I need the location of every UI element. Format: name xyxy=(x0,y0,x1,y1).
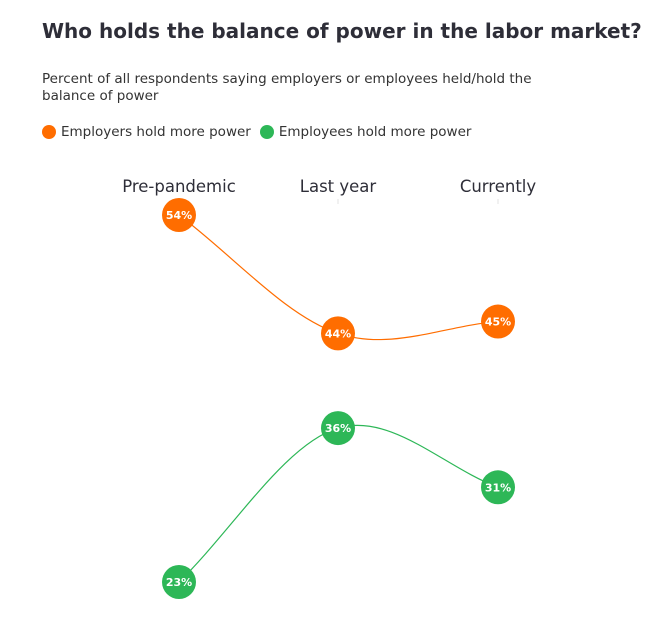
data-point-employers[interactable] xyxy=(481,304,515,339)
data-label-employees: 23% xyxy=(166,576,192,589)
legend-label-employees: Employees hold more power xyxy=(278,124,472,140)
series-points: 54% 44% 45% 23% 36% 31% xyxy=(162,198,515,599)
category-label: Pre-pandemic xyxy=(122,177,236,196)
category-label: Last year xyxy=(300,177,377,196)
legend-item-employees[interactable]: Employees hold more power xyxy=(259,124,472,140)
data-point-employees[interactable] xyxy=(481,470,515,505)
legend: Employers hold more power Employees hold… xyxy=(42,124,480,140)
data-label-employers: 54% xyxy=(166,209,192,222)
chart-title: Who holds the balance of power in the la… xyxy=(42,19,642,43)
series-lines xyxy=(178,214,499,583)
chart-subtitle: Percent of all respondents saying employ… xyxy=(42,71,532,104)
data-label-employees: 36% xyxy=(325,422,351,435)
data-label-employers: 45% xyxy=(485,316,511,329)
category-axis: Pre-pandemic Last year Currently xyxy=(122,177,536,204)
legend-swatch-employees xyxy=(259,125,274,139)
category-label: Currently xyxy=(460,177,537,196)
data-point-employers[interactable] xyxy=(321,316,355,351)
legend-label-employers: Employers hold more power xyxy=(61,124,251,140)
data-label-employees: 31% xyxy=(485,481,511,494)
data-label-employers: 44% xyxy=(325,327,351,340)
data-point-employees[interactable] xyxy=(162,565,196,599)
data-point-employees[interactable] xyxy=(321,411,355,446)
series-line-employees xyxy=(178,424,499,583)
data-point-employers[interactable] xyxy=(162,198,196,232)
legend-item-employers[interactable]: Employers hold more power xyxy=(42,124,251,140)
legend-swatch-employers xyxy=(42,125,56,139)
